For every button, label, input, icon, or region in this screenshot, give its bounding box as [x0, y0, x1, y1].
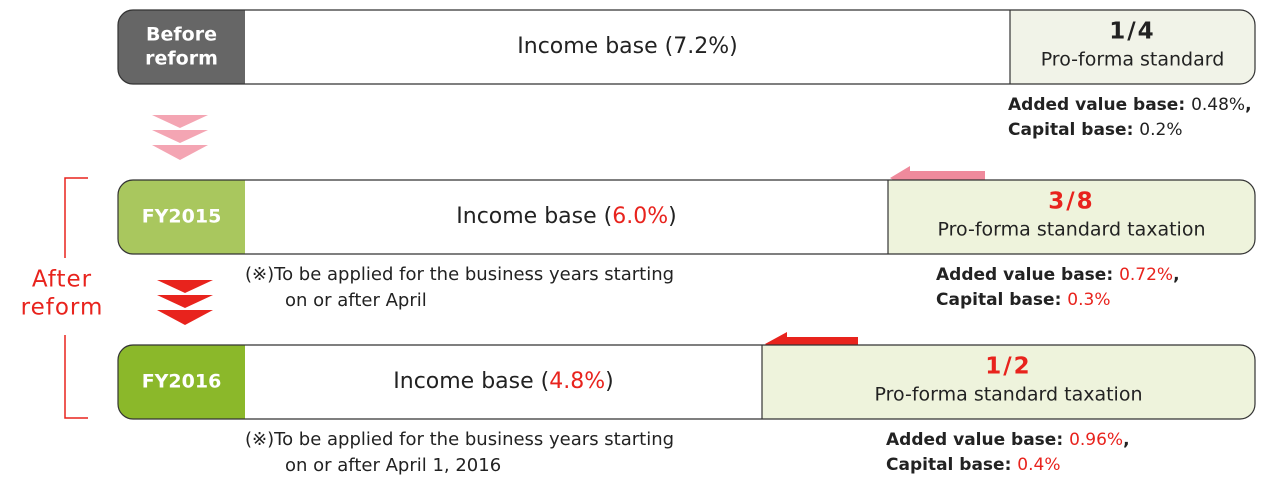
added-value-suffix: ,: [1123, 430, 1129, 450]
label-box: [178, 10, 245, 84]
label-box: [178, 345, 245, 419]
capital-prefix: Capital base:: [936, 290, 1067, 310]
income-box: [245, 180, 888, 254]
ratio: 3/8: [1048, 189, 1094, 215]
row-outline: [117, 344, 1256, 420]
added-value: Added value base: 0.48%,: [1008, 95, 1252, 115]
added-value-prefix: Added value base:: [936, 265, 1119, 285]
income-text: Income base (4.8%): [393, 369, 613, 394]
bracket: [64, 177, 88, 419]
label-box: [178, 180, 245, 254]
added-value-prefix: Added value base:: [1008, 95, 1191, 115]
income-suffix: ): [668, 204, 677, 229]
note: (※)To be applied for the business years …: [245, 429, 674, 450]
income-box: [245, 345, 762, 419]
income-prefix: Income base (: [456, 204, 612, 229]
capital-prefix: Capital base:: [886, 455, 1017, 475]
capital: Capital base: 0.3%: [936, 290, 1111, 310]
ratio: 1/4: [1109, 19, 1155, 45]
income-text: Income base (6.0%): [456, 204, 676, 229]
income-rate: 6.0%: [612, 204, 668, 229]
capital-rate: 0.4%: [1017, 455, 1060, 475]
income-rate: 7.2%: [673, 34, 729, 59]
income-suffix: ): [729, 34, 738, 59]
income-rate: 4.8%: [549, 369, 605, 394]
added-value-rate: 0.72%: [1119, 265, 1173, 285]
income-text: Income base (7.2%): [517, 34, 737, 59]
note: (※)To be applied for the business years …: [245, 264, 674, 285]
income-prefix: Income base (: [517, 34, 673, 59]
row-label: reform: [145, 48, 218, 70]
row-outline: [117, 179, 1256, 255]
income-suffix: ): [605, 369, 614, 394]
added-value: Added value base: 0.72%,: [936, 265, 1180, 285]
note: on or after April 1, 2016: [285, 455, 501, 476]
added-value-prefix: Added value base:: [886, 430, 1069, 450]
capital-rate: 0.3%: [1067, 290, 1110, 310]
added-value-rate: 0.96%: [1069, 430, 1123, 450]
added-value: Added value base: 0.96%,: [886, 430, 1130, 450]
ratio-label: Pro-forma standard: [1041, 49, 1225, 71]
added-value-suffix: ,: [1173, 265, 1179, 285]
side-label: After: [32, 267, 92, 293]
capital: Capital base: 0.2%: [1008, 120, 1183, 140]
row-outline: [117, 9, 1256, 85]
row-label: Before: [146, 24, 217, 46]
income-prefix: Income base (: [393, 369, 549, 394]
added-value-rate: 0.48%: [1191, 95, 1245, 115]
note: on or after April: [285, 290, 427, 311]
ratio: 1/2: [985, 354, 1031, 380]
chevrons-pink: [152, 115, 208, 160]
capital-rate: 0.2%: [1139, 120, 1182, 140]
added-value-suffix: ,: [1245, 95, 1251, 115]
capital-prefix: Capital base:: [1008, 120, 1139, 140]
ratio-label: Pro-forma standard taxation: [937, 219, 1205, 241]
chevrons-red: [157, 280, 213, 325]
row-label: FY2015: [142, 206, 222, 228]
income-box: [245, 10, 1010, 84]
ratio-label: Pro-forma standard taxation: [874, 384, 1142, 406]
row-label: FY2016: [142, 371, 222, 393]
capital: Capital base: 0.4%: [886, 455, 1061, 475]
side-label: reform: [21, 295, 104, 321]
